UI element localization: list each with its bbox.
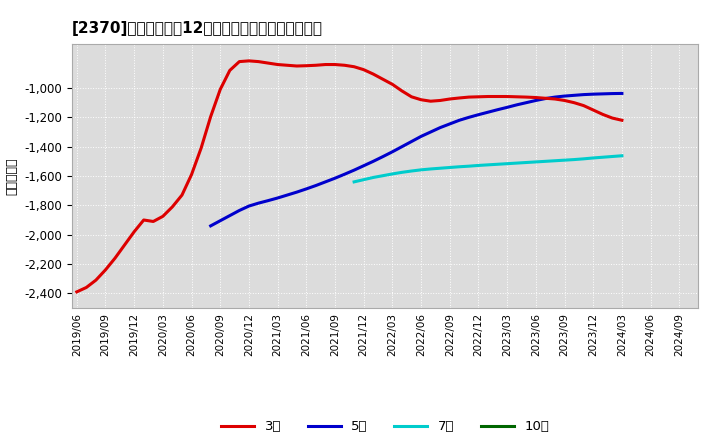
Y-axis label: （百万円）: （百万円）	[6, 157, 19, 195]
Legend: 3年, 5年, 7年, 10年: 3年, 5年, 7年, 10年	[216, 415, 554, 439]
Text: [2370]　当期純利益12か月移動合計の平均値の推移: [2370] 当期純利益12か月移動合計の平均値の推移	[72, 21, 323, 36]
